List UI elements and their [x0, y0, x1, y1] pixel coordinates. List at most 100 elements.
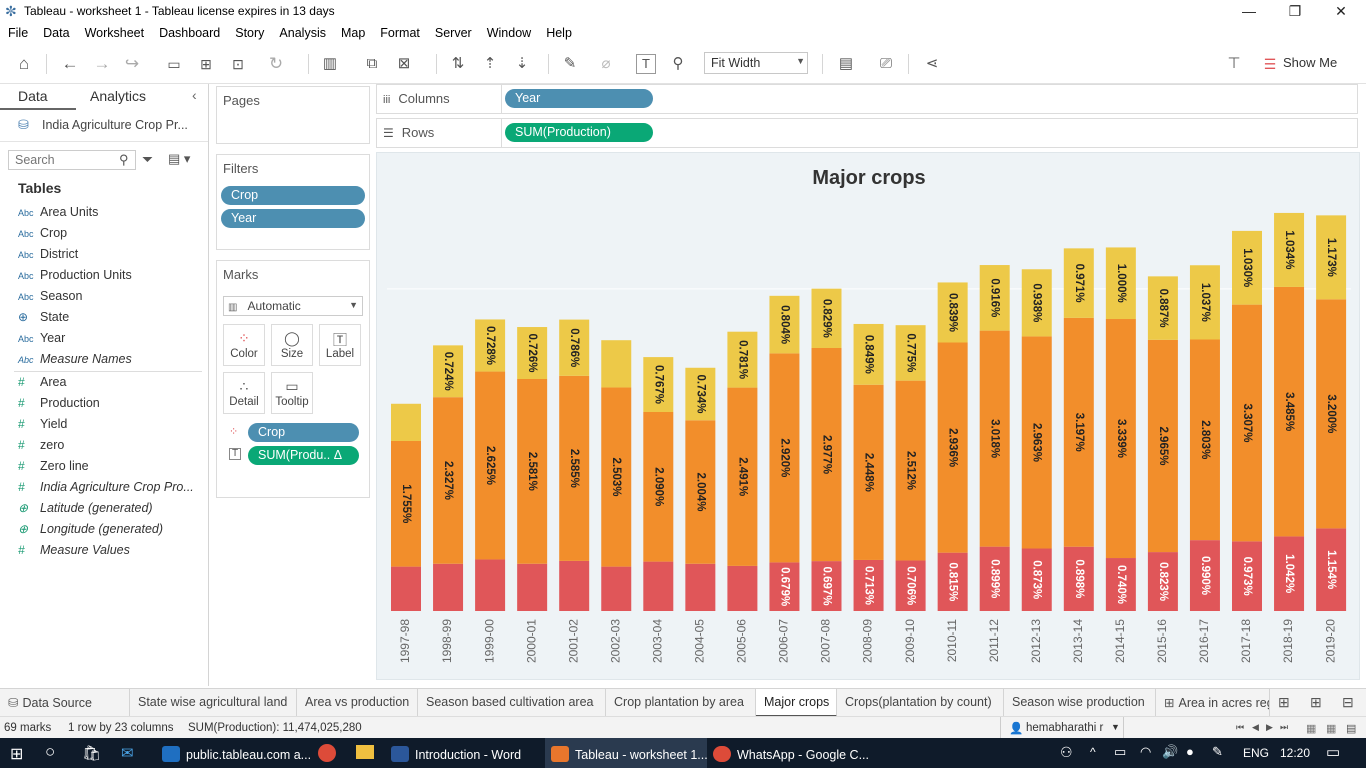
windows-start-icon[interactable]: ⊞ — [10, 746, 24, 763]
highlight-icon[interactable]: ✎ — [563, 55, 577, 72]
menu-file[interactable]: File — [8, 26, 29, 40]
swap-icon[interactable]: ⇅ — [451, 55, 465, 72]
notification-app-icon[interactable]: ● — [1186, 744, 1194, 759]
tab-season-based-cultivation-area[interactable]: Season based cultivation area — [418, 689, 606, 717]
marks-pill-sum-production[interactable]: SUM(Produ.. Δ — [248, 446, 359, 465]
bar-segment[interactable] — [979, 265, 1010, 331]
bar-segment[interactable] — [853, 559, 884, 611]
field-measure-values[interactable]: # Measure Values — [18, 543, 130, 561]
bar-segment[interactable] — [1274, 536, 1305, 611]
bar-segment[interactable] — [1316, 215, 1347, 300]
bar-segment[interactable] — [769, 562, 800, 611]
menu-worksheet[interactable]: Worksheet — [84, 26, 145, 40]
bar-segment[interactable] — [1316, 299, 1347, 529]
bar-segment[interactable] — [769, 353, 800, 563]
bar-segment[interactable] — [811, 288, 842, 349]
bar-segment[interactable] — [643, 561, 674, 611]
language-indicator[interactable]: ENG — [1243, 746, 1270, 760]
viz-area[interactable]: Major crops 1.755% 1997-98 2.327% 0.724% 199… — [376, 152, 1360, 680]
bar-segment[interactable] — [1105, 558, 1136, 611]
close-button[interactable]: ✕ — [1335, 3, 1347, 19]
last-page-icon[interactable]: ⏭ — [1280, 722, 1289, 732]
pin-format-icon[interactable]: ⊤ — [1227, 55, 1241, 72]
field-crop[interactable]: Abc Crop — [18, 226, 67, 244]
field-yield[interactable]: # Yield — [18, 417, 67, 435]
rows-pill-sum-production[interactable]: SUM(Production) — [505, 123, 653, 142]
pause-updates-icon[interactable]: ⊡ — [232, 56, 244, 72]
bar-segment[interactable] — [391, 566, 421, 611]
explorer-icon[interactable] — [356, 745, 374, 759]
columns-pill-year[interactable]: Year — [505, 89, 653, 108]
view-options-icon[interactable]: ▤ ▾ — [168, 151, 191, 166]
size-button[interactable]: ◯ Size — [271, 324, 313, 366]
bar-segment[interactable] — [1021, 336, 1052, 549]
tab-season-wise-production[interactable]: Season wise production — [1004, 689, 1156, 717]
bar-segment[interactable] — [517, 379, 548, 564]
bar-segment[interactable] — [475, 319, 506, 372]
search-input[interactable] — [8, 150, 136, 170]
bar-segment[interactable] — [475, 371, 506, 560]
color-button[interactable]: ⁘ Color — [223, 324, 265, 366]
tab-area-vs-production[interactable]: Area vs production — [297, 689, 418, 717]
pin-icon[interactable]: ⚲ — [672, 55, 684, 72]
menu-map[interactable]: Map — [340, 26, 366, 40]
people-icon[interactable]: ⚇ — [1060, 744, 1073, 760]
clear-sheet-icon[interactable]: ⊠ — [397, 55, 411, 72]
fit-dropdown[interactable]: Fit Width ▼ — [704, 52, 808, 74]
bar-segment[interactable] — [1105, 247, 1136, 320]
bar-segment[interactable] — [685, 563, 716, 611]
bar-segment[interactable] — [1063, 248, 1094, 318]
bar-segment[interactable] — [391, 403, 421, 441]
mark-type-dropdown[interactable]: ▥ Automatic ▼ — [223, 296, 363, 316]
stacked-bar-chart[interactable]: 1.755% 1997-98 2.327% 0.724% 1998-99 2.625% 0.… — [377, 153, 1361, 681]
field-area-units[interactable]: Abc Area Units — [18, 205, 98, 223]
field-area[interactable]: # Area — [18, 375, 66, 393]
store-icon[interactable]: 🛍 — [82, 745, 102, 762]
bar-segment[interactable] — [1189, 339, 1220, 541]
bar-segment[interactable] — [937, 282, 968, 343]
bar-segment[interactable] — [601, 340, 632, 388]
pen-icon[interactable]: ✎ — [1212, 744, 1223, 759]
group-icon[interactable]: ⌀ — [601, 55, 611, 72]
datasource-tab[interactable]: ⛁ Data Source — [0, 689, 130, 717]
detail-button[interactable]: ∴ Detail — [223, 372, 265, 414]
analytics-tab[interactable]: Analytics — [90, 88, 147, 104]
save-icon[interactable]: ▭ — [167, 56, 181, 72]
field-longitude[interactable]: ⊕ Longitude (generated) — [18, 522, 163, 540]
replay-icon[interactable]: ↪ — [124, 54, 140, 73]
bar-segment[interactable] — [769, 295, 800, 354]
presentation-icon[interactable]: ⎚ — [879, 55, 892, 72]
bar-segment[interactable] — [1021, 269, 1052, 337]
bar-segment[interactable] — [685, 420, 716, 564]
bar-segment[interactable] — [433, 563, 464, 611]
bar-segment[interactable] — [727, 387, 758, 566]
volume-icon[interactable]: 🔊 — [1162, 744, 1179, 759]
rows-shelf[interactable]: ☰ Rows SUM(Production) — [376, 118, 1358, 148]
menu-format[interactable]: Format — [380, 26, 420, 40]
tooltip-button[interactable]: ▭ Tooltip — [271, 372, 313, 414]
bar-segment[interactable] — [1189, 265, 1220, 340]
bar-segment[interactable] — [895, 325, 926, 381]
new-story-icon[interactable]: ⊟ — [1342, 694, 1354, 710]
bar-segment[interactable] — [1147, 339, 1178, 553]
bar-segment[interactable] — [937, 342, 968, 553]
bar-segment[interactable] — [1274, 286, 1305, 537]
menu-server[interactable]: Server — [434, 26, 472, 40]
field-year[interactable]: Abc Year — [18, 331, 65, 349]
clock[interactable]: 12:20 — [1280, 746, 1311, 760]
mail-icon[interactable]: ✉ — [121, 745, 134, 762]
field-india-agriculture-count[interactable]: # India Agriculture Crop Pro... — [18, 480, 194, 498]
menu-dashboard[interactable]: Dashboard — [159, 26, 221, 40]
taskbar-tableau[interactable]: Tableau - worksheet 1... — [545, 738, 708, 768]
prev-page-icon[interactable]: ◀ — [1252, 722, 1259, 732]
filters-card[interactable]: Filters Crop Year — [216, 154, 370, 250]
field-latitude[interactable]: ⊕ Latitude (generated) — [18, 501, 153, 519]
data-tab[interactable] — [0, 84, 76, 110]
home-icon[interactable]: ⌂ — [18, 54, 30, 73]
bar-segment[interactable] — [475, 559, 506, 611]
field-zero[interactable]: # zero — [18, 438, 64, 456]
chrome-icon[interactable] — [318, 744, 336, 762]
field-zero-line[interactable]: # Zero line — [18, 459, 89, 477]
bar-segment[interactable] — [433, 345, 464, 398]
columns-shelf[interactable]: iii Columns Year — [376, 84, 1358, 114]
